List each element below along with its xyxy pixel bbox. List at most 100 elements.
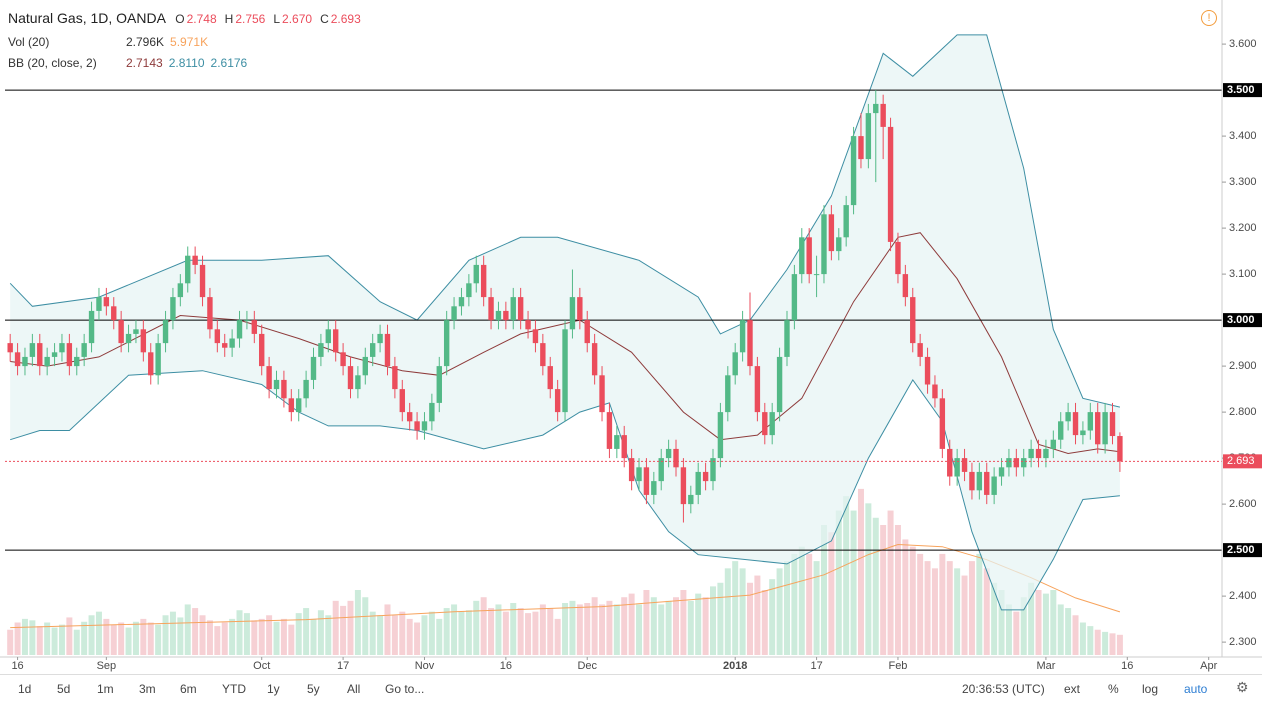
candle-body xyxy=(125,333,132,344)
ohlc-value: 2.693 xyxy=(330,12,361,26)
range-button[interactable]: 5d xyxy=(57,682,71,696)
volume-bar xyxy=(7,629,14,655)
settings-button[interactable]: ⚙ xyxy=(1236,679,1249,695)
candle-body xyxy=(37,343,43,367)
ohlc-key: L xyxy=(273,12,281,26)
range-button[interactable]: 5y xyxy=(307,682,320,696)
candle-body xyxy=(1117,436,1123,462)
candle-body xyxy=(310,356,317,380)
volume-bar xyxy=(29,620,36,655)
candle-body xyxy=(865,113,872,160)
volume-bar xyxy=(155,624,162,655)
candle-body xyxy=(784,320,790,357)
candle-body xyxy=(1072,412,1079,436)
volume-bar xyxy=(295,613,302,655)
y-tick-label: 3.300 xyxy=(1229,176,1257,188)
volume-bar xyxy=(258,618,265,655)
x-tick-label: 17 xyxy=(810,660,822,672)
volume-bar xyxy=(36,626,43,655)
candle-body xyxy=(799,237,805,275)
volume-bar xyxy=(702,597,709,655)
volume-bar xyxy=(621,597,628,655)
volume-bar xyxy=(1035,590,1042,655)
volume-bar xyxy=(650,597,657,655)
chart: 2.3002.4002.6002.7002.8002.9003.1003.200… xyxy=(0,0,1262,672)
option-button[interactable]: ext xyxy=(1064,682,1081,696)
volume-bar xyxy=(451,604,458,655)
candle-body xyxy=(340,352,346,367)
candle-body xyxy=(488,297,494,321)
candle-body xyxy=(525,320,531,330)
candle-body xyxy=(81,343,87,357)
option-button[interactable]: log xyxy=(1142,682,1159,696)
ohlc-key: H xyxy=(224,12,234,26)
volume-bar xyxy=(576,604,583,655)
candle-body xyxy=(1021,458,1027,468)
band-upper xyxy=(9,34,1121,408)
candle-body xyxy=(207,297,213,330)
indicator-value: 2.7143 xyxy=(126,56,163,70)
volume-bar xyxy=(391,615,398,655)
volume-bar xyxy=(769,579,776,655)
volume-bar xyxy=(377,615,384,655)
volume-bar xyxy=(340,605,347,655)
range-button[interactable]: 3m xyxy=(139,682,156,696)
volume-bar xyxy=(236,610,243,655)
indicator-row: Vol (20) 2.796K 5.971K xyxy=(8,35,253,56)
candle-body xyxy=(643,467,650,495)
candle-body xyxy=(259,333,265,367)
candle-body xyxy=(384,333,391,367)
candle-body xyxy=(325,329,332,344)
volume-bar xyxy=(428,611,435,655)
goto-button[interactable]: Go to... xyxy=(385,682,425,696)
volume-bar xyxy=(81,621,88,655)
volume-bar xyxy=(192,608,199,655)
candle-body xyxy=(806,237,812,275)
range-button[interactable]: 6m xyxy=(180,682,197,696)
candle-body xyxy=(133,329,139,334)
option-button[interactable]: % xyxy=(1108,682,1119,696)
volume-bar xyxy=(976,553,983,655)
volume-bar xyxy=(147,622,154,655)
last-price-label: 2.693 xyxy=(1227,455,1255,467)
range-button[interactable]: 1y xyxy=(267,682,280,696)
volume-bar xyxy=(1028,582,1035,655)
volume-bar xyxy=(946,561,953,655)
candle-body xyxy=(74,356,80,367)
x-tick-label: 17 xyxy=(337,660,349,672)
candle-body xyxy=(517,297,524,321)
candle-body xyxy=(236,320,243,339)
volume-bar xyxy=(95,611,102,655)
candle-body xyxy=(480,264,487,298)
x-tick-label: Feb xyxy=(888,660,907,672)
range-button[interactable]: YTD xyxy=(222,682,246,696)
candle-body xyxy=(473,264,479,284)
candle-body xyxy=(458,297,465,307)
alert-icon[interactable]: ! xyxy=(1201,10,1217,26)
clock: 20:36:53 (UTC) xyxy=(962,682,1045,696)
volume-bar xyxy=(1079,622,1086,655)
volume-bar xyxy=(1005,604,1012,655)
candle-body xyxy=(961,458,968,472)
y-tick-label: 2.400 xyxy=(1229,590,1257,602)
volume-bar xyxy=(798,546,805,655)
last-price-label-bg xyxy=(1223,454,1262,469)
option-button[interactable]: auto xyxy=(1184,682,1208,696)
candle-body xyxy=(658,458,664,482)
candle-body xyxy=(414,421,420,431)
volume-bar xyxy=(887,510,894,655)
candle-body xyxy=(140,329,147,353)
candle-body xyxy=(991,476,997,495)
volume-bar xyxy=(436,618,443,655)
candle-body xyxy=(754,366,761,413)
range-button[interactable]: 1m xyxy=(97,682,114,696)
volume-bar xyxy=(162,615,169,655)
candle-body xyxy=(355,375,361,390)
range-button[interactable]: All xyxy=(347,682,361,696)
x-tick-label: Oct xyxy=(253,660,270,672)
range-button[interactable]: 1d xyxy=(18,682,32,696)
y-tick-label: 3.200 xyxy=(1229,222,1257,234)
volume-bar xyxy=(525,613,532,655)
hline-label-bg xyxy=(1223,83,1262,98)
x-tick-label: 16 xyxy=(1121,660,1133,672)
